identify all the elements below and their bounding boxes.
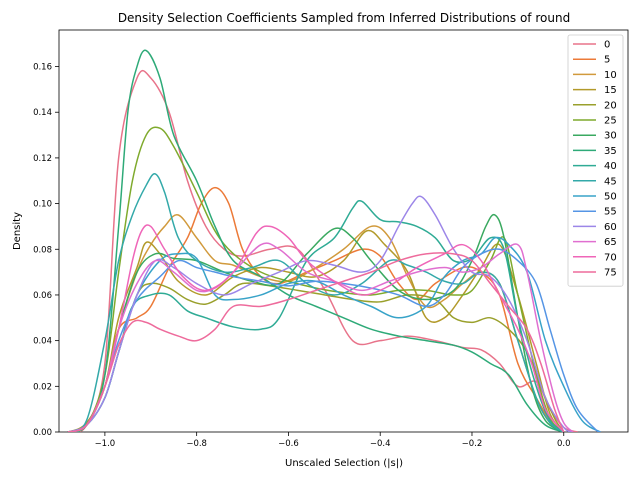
legend-label: 35 — [604, 146, 617, 157]
y-tick-label: 0.04 — [33, 337, 52, 347]
x-tick-label: −0.8 — [186, 439, 207, 449]
legend-label: 40 — [604, 161, 617, 172]
legend-label: 10 — [604, 70, 617, 81]
x-tick-label: 0.0 — [557, 439, 571, 449]
series-line-30 — [67, 213, 565, 432]
legend-label: 55 — [604, 207, 617, 218]
x-axis-label: Unscaled Selection (|s|) — [285, 458, 403, 469]
legend-label: 30 — [604, 131, 617, 142]
series-line-15 — [67, 229, 565, 432]
series-line-50 — [67, 236, 601, 432]
legend-label: 65 — [604, 237, 617, 248]
y-axis-label: Density — [12, 212, 23, 250]
series-line-70 — [67, 224, 565, 432]
y-tick-label: 0.02 — [33, 382, 52, 392]
series-line-35 — [67, 49, 565, 432]
chart-title: Density Selection Coefficients Sampled f… — [118, 11, 570, 25]
series-line-40 — [67, 199, 565, 432]
y-tick-label: 0.12 — [33, 154, 52, 164]
legend-label: 45 — [604, 176, 617, 187]
y-tick-label: 0.14 — [33, 108, 52, 118]
legend-label: 5 — [604, 55, 610, 66]
y-tick-label: 0.08 — [33, 245, 52, 255]
x-tick-label: −0.6 — [278, 439, 299, 449]
y-axis: 0.00 0.02 0.04 0.06 0.08 0.10 0.12 0.14 0.16 — [33, 63, 59, 438]
legend: 0 5 10 15 20 25 30 35 40 45 50 55 60 65 70 75 — [567, 34, 624, 287]
legend-label: 60 — [604, 222, 617, 233]
plot-frame — [58, 29, 629, 433]
series-line-75 — [67, 252, 565, 432]
y-tick-label: 0.10 — [33, 200, 52, 210]
series-layer — [67, 49, 601, 432]
legend-label: 20 — [604, 100, 617, 111]
legend-label: 75 — [604, 268, 617, 279]
legend-label: 25 — [604, 116, 617, 127]
legend-box — [567, 34, 624, 287]
x-tick-label: −0.2 — [462, 439, 483, 449]
series-line-55 — [67, 248, 601, 432]
x-axis: −1.0 −0.8 −0.6 −0.4 −0.2 0.0 — [95, 432, 571, 449]
legend-label: 50 — [604, 192, 617, 203]
y-tick-label: 0.06 — [33, 291, 52, 301]
x-tick-label: −0.4 — [370, 439, 391, 449]
x-tick-label: −1.0 — [95, 439, 116, 449]
legend-label: 0 — [604, 40, 610, 51]
legend-label: 15 — [604, 85, 617, 96]
plot-area — [58, 29, 629, 433]
series-line-60 — [67, 195, 574, 432]
y-tick-label: 0.16 — [33, 63, 52, 73]
y-tick-label: 0.00 — [33, 428, 52, 438]
legend-label: 70 — [604, 252, 617, 263]
